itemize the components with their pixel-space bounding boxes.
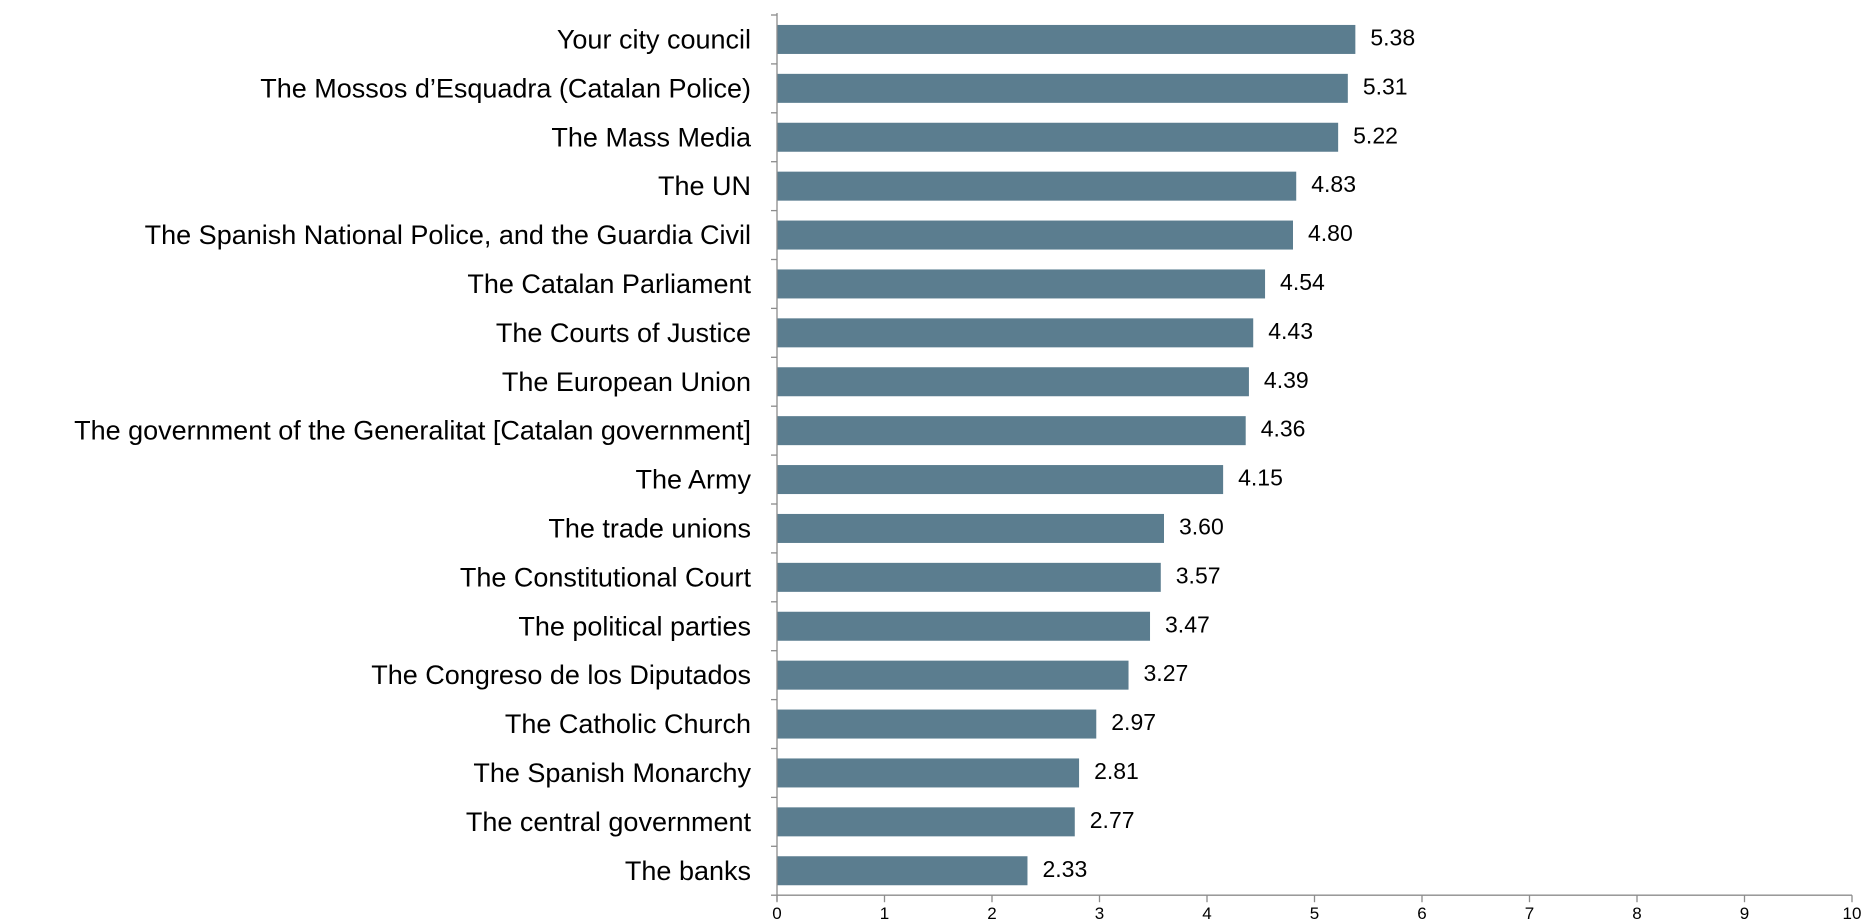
value-label: 2.97 bbox=[1111, 709, 1156, 735]
value-label: 2.77 bbox=[1090, 807, 1135, 833]
value-label: 5.38 bbox=[1370, 24, 1415, 50]
category-label: The Congreso de los Diputados bbox=[371, 660, 751, 690]
x-tick-label: 1 bbox=[880, 904, 889, 923]
x-tick-label: 6 bbox=[1417, 904, 1426, 923]
value-label: 3.60 bbox=[1179, 513, 1224, 539]
x-tick-label: 7 bbox=[1525, 904, 1534, 923]
x-tick-label: 3 bbox=[1095, 904, 1104, 923]
bar bbox=[777, 416, 1246, 446]
category-label: The Mossos d’Esquadra (Catalan Police) bbox=[260, 73, 751, 103]
category-label: The political parties bbox=[518, 611, 751, 641]
bar bbox=[777, 611, 1151, 641]
value-label: 4.80 bbox=[1308, 220, 1353, 246]
category-label: The Constitutional Court bbox=[460, 562, 752, 592]
x-tick-label: 10 bbox=[1843, 904, 1862, 923]
x-tick-label: 2 bbox=[987, 904, 996, 923]
bar bbox=[777, 171, 1297, 201]
x-tick-label: 5 bbox=[1310, 904, 1319, 923]
bar bbox=[777, 856, 1028, 886]
category-label: The Army bbox=[635, 465, 751, 495]
x-tick-label: 0 bbox=[772, 904, 781, 923]
bar bbox=[777, 465, 1224, 495]
bar bbox=[777, 807, 1075, 837]
value-label: 4.39 bbox=[1264, 367, 1309, 393]
category-label: The UN bbox=[658, 171, 751, 201]
bar bbox=[777, 122, 1339, 152]
bar bbox=[777, 269, 1266, 299]
category-label: The Mass Media bbox=[551, 122, 752, 152]
value-label: 3.57 bbox=[1176, 562, 1221, 588]
bar bbox=[777, 660, 1129, 690]
value-label: 5.31 bbox=[1363, 73, 1408, 99]
category-label: The Courts of Justice bbox=[496, 318, 751, 348]
bar bbox=[777, 709, 1097, 739]
value-label: 2.81 bbox=[1094, 758, 1139, 784]
bar bbox=[777, 562, 1161, 592]
category-label: The government of the Generalitat [Catal… bbox=[74, 416, 751, 446]
x-tick-label: 8 bbox=[1632, 904, 1641, 923]
value-label: 4.83 bbox=[1311, 171, 1356, 197]
category-label: The banks bbox=[625, 856, 751, 886]
value-label: 3.47 bbox=[1165, 611, 1210, 637]
value-label: 4.43 bbox=[1268, 318, 1313, 344]
value-label: 4.15 bbox=[1238, 465, 1283, 491]
category-label: The European Union bbox=[502, 367, 751, 397]
category-label: The trade unions bbox=[548, 513, 751, 543]
x-tick-label: 4 bbox=[1202, 904, 1211, 923]
category-label: The central government bbox=[466, 807, 752, 837]
bar bbox=[777, 513, 1164, 543]
category-labels: Your city council The Mossos d’Esquadra (… bbox=[74, 24, 752, 885]
category-label: The Catalan Parliament bbox=[467, 269, 751, 299]
bar bbox=[777, 318, 1254, 348]
category-label: The Spanish Monarchy bbox=[473, 758, 751, 788]
axes: 0 1 2 3 4 5 6 7 8 9 10 bbox=[771, 13, 1861, 923]
value-label: 2.33 bbox=[1042, 856, 1087, 882]
bar bbox=[777, 73, 1348, 103]
value-label: 4.54 bbox=[1280, 269, 1325, 295]
value-label: 3.27 bbox=[1144, 660, 1189, 686]
bar bbox=[777, 758, 1080, 788]
category-label: Your city council bbox=[557, 24, 751, 54]
value-labels: 5.38 5.31 5.22 4.83 4.80 4.54 4.43 4.39 4.36 4.15… bbox=[1042, 24, 1415, 881]
bar bbox=[777, 24, 1356, 54]
category-label: The Spanish National Police, and the Gua… bbox=[145, 220, 751, 250]
value-label: 5.22 bbox=[1353, 122, 1398, 148]
bar bbox=[777, 367, 1249, 397]
value-label: 4.36 bbox=[1261, 416, 1306, 442]
x-tick-label: 9 bbox=[1740, 904, 1749, 923]
bars-layer bbox=[777, 24, 1356, 886]
category-label: The Catholic Church bbox=[505, 709, 751, 739]
bar bbox=[777, 220, 1293, 250]
